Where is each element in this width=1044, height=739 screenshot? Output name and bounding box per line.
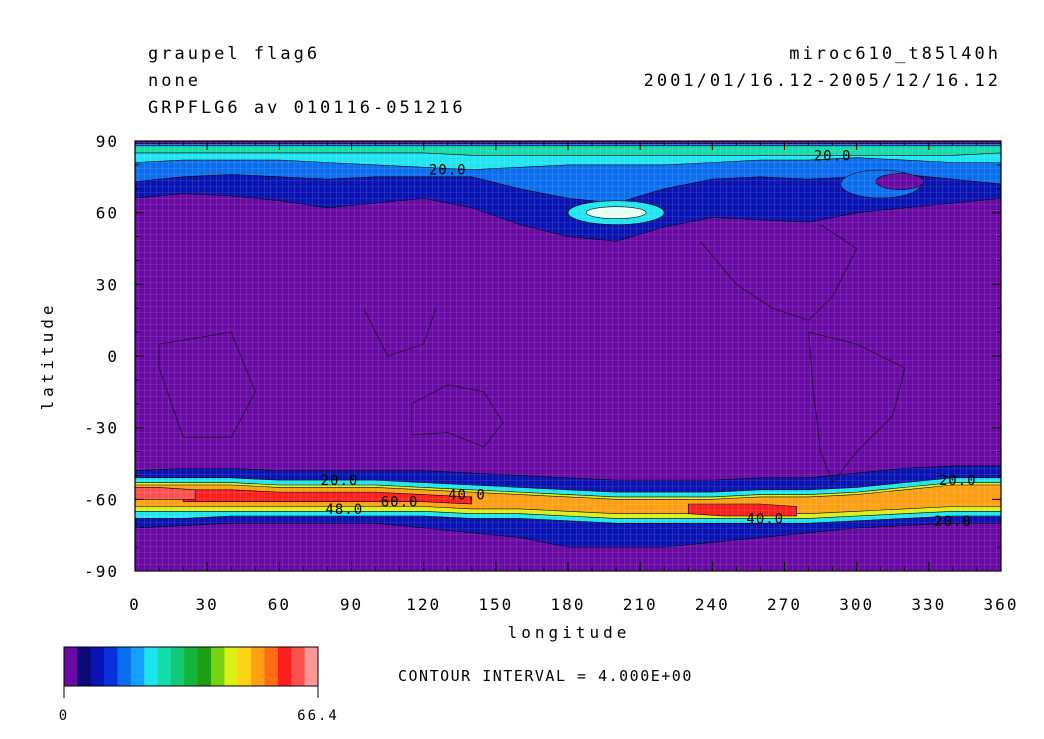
- contour-label-3: 40.0: [448, 488, 486, 504]
- x-tick-label-30: 30: [196, 595, 219, 614]
- x-tick-label-180: 180: [551, 595, 586, 614]
- colorbar-swatch-2: [90, 647, 105, 686]
- colorbar-max-label: 66.4: [297, 708, 339, 724]
- colorbar-swatch-0: [64, 647, 78, 686]
- colorbar-swatch-16: [277, 647, 292, 686]
- contour-label-1: 20.0: [814, 148, 852, 164]
- colorbar-swatch-13: [237, 647, 252, 686]
- colorbar-swatch-1: [77, 647, 92, 686]
- coastline-2: [808, 331, 906, 484]
- time-range: 2001/01/16.12-2005/12/16.12: [643, 71, 1001, 91]
- contour-interval-note: CONTOUR INTERVAL = 4.000E+00: [398, 667, 693, 685]
- colorbar-swatch-18: [304, 647, 319, 686]
- colorbar-swatch-6: [144, 647, 158, 686]
- colorbar-frame: [63, 646, 319, 687]
- x-tick-label-60: 60: [268, 595, 291, 614]
- axes: 0 30 60 90 120 150 180 210 240 270 300 330 360906030…: [84, 132, 1019, 614]
- coastline-1: [411, 384, 504, 448]
- colorbar-swatch-3: [104, 647, 118, 686]
- colorbar-swatch-12: [224, 647, 239, 686]
- x-tick-label-90: 90: [340, 595, 363, 614]
- contour-label-7: 20.0: [939, 473, 977, 489]
- contour-label-0: 20.0: [429, 163, 467, 179]
- colorbar-swatch-7: [157, 647, 172, 686]
- colorbar-swatch-5: [130, 647, 145, 686]
- plot-area: 20.0 20.0 20.0 40.0 60.0 48.0 40.0 20.0 20.0: [134, 140, 1002, 572]
- chart-subtitle: none: [148, 71, 201, 91]
- model-name: miroc610_t85l40h: [789, 44, 1001, 64]
- contour-label-6: 40.0: [746, 511, 784, 527]
- colorbar-swatch-10: [197, 647, 212, 686]
- y-tick-label-0: 0: [107, 347, 119, 366]
- y-tick-label-90: 90: [96, 132, 119, 151]
- colorbar-swatch-8: [170, 647, 185, 686]
- coastlines: [158, 224, 906, 484]
- y-axis-label: latitude: [38, 301, 57, 410]
- contour-label-2: 20.0: [321, 473, 359, 489]
- colorbar-min-label: 0: [59, 708, 69, 724]
- x-tick-label-270: 270: [767, 595, 802, 614]
- colorbar-swatch-11: [211, 647, 225, 686]
- colorbar-swatch-4: [117, 647, 132, 686]
- chart-title: graupel flag6: [148, 44, 321, 64]
- x-tick-label-210: 210: [623, 595, 658, 614]
- y-tick-label--90: -90: [84, 562, 119, 581]
- y-tick-label--30: -30: [84, 419, 119, 438]
- variable-label: GRPFLG6 av 010116-051216: [148, 98, 466, 118]
- plot-gridlines: [135, 141, 1001, 571]
- contour-label-8: 20.0: [934, 514, 972, 530]
- colorbar-swatch-17: [291, 647, 305, 686]
- colorbar-swatch-15: [264, 647, 279, 686]
- contour-label-4: 60.0: [381, 495, 419, 511]
- x-tick-label-120: 120: [406, 595, 441, 614]
- x-tick-label-330: 330: [911, 595, 946, 614]
- x-axis-label: longitude: [508, 623, 631, 642]
- coastline-3: [699, 224, 858, 321]
- x-tick-label-360: 360: [984, 595, 1019, 614]
- coastline-4: [363, 308, 437, 357]
- x-tick-label-0: 0: [129, 595, 141, 614]
- x-tick-label-240: 240: [695, 595, 730, 614]
- colorbar-swatch-9: [184, 647, 198, 686]
- coastline-0: [158, 331, 256, 438]
- colorbar: [63, 646, 319, 698]
- y-tick-label-60: 60: [96, 204, 119, 223]
- x-tick-label-300: 300: [839, 595, 874, 614]
- x-tick-label-150: 150: [478, 595, 513, 614]
- contour-label-5: 48.0: [325, 502, 363, 518]
- colorbar-swatch-14: [251, 647, 265, 686]
- y-tick-label-30: 30: [96, 275, 119, 294]
- y-tick-label--60: -60: [84, 490, 119, 509]
